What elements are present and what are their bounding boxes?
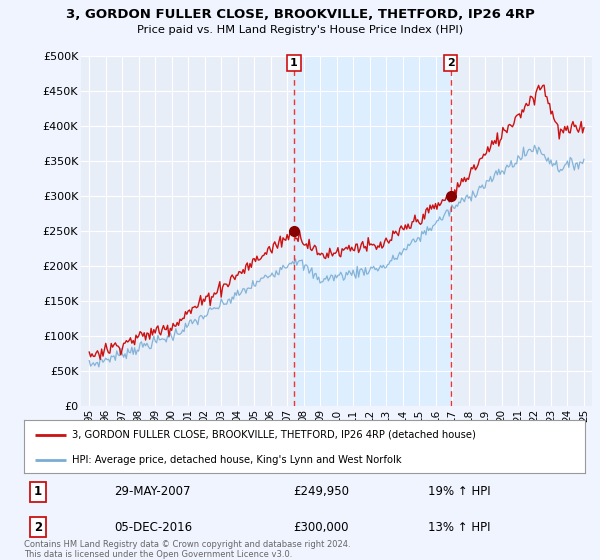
Text: HPI: Average price, detached house, King's Lynn and West Norfolk: HPI: Average price, detached house, King… bbox=[71, 455, 401, 465]
Text: 13% ↑ HPI: 13% ↑ HPI bbox=[428, 521, 490, 534]
Text: Contains HM Land Registry data © Crown copyright and database right 2024.
This d: Contains HM Land Registry data © Crown c… bbox=[24, 540, 350, 559]
Text: £249,950: £249,950 bbox=[293, 485, 349, 498]
Text: 19% ↑ HPI: 19% ↑ HPI bbox=[428, 485, 491, 498]
Text: 05-DEC-2016: 05-DEC-2016 bbox=[114, 521, 192, 534]
Text: 2: 2 bbox=[34, 521, 42, 534]
Text: 3, GORDON FULLER CLOSE, BROOKVILLE, THETFORD, IP26 4RP (detached house): 3, GORDON FULLER CLOSE, BROOKVILLE, THET… bbox=[71, 430, 476, 440]
Text: 1: 1 bbox=[290, 58, 298, 68]
Text: 29-MAY-2007: 29-MAY-2007 bbox=[114, 485, 190, 498]
Text: £300,000: £300,000 bbox=[293, 521, 349, 534]
Bar bbox=[294, 56, 451, 406]
Text: 1: 1 bbox=[34, 485, 42, 498]
Text: 2: 2 bbox=[447, 58, 455, 68]
Text: 3, GORDON FULLER CLOSE, BROOKVILLE, THETFORD, IP26 4RP: 3, GORDON FULLER CLOSE, BROOKVILLE, THET… bbox=[65, 8, 535, 21]
Text: Price paid vs. HM Land Registry's House Price Index (HPI): Price paid vs. HM Land Registry's House … bbox=[137, 25, 463, 35]
